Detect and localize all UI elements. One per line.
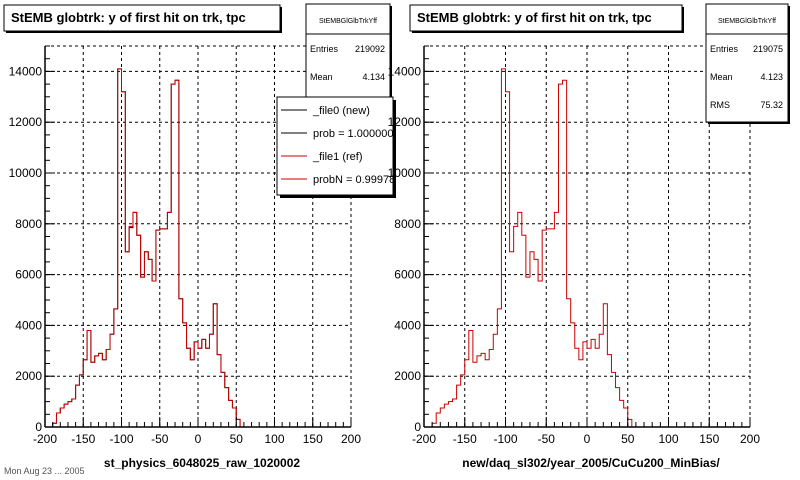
x-tick-label: 150 bbox=[699, 432, 719, 446]
chart-title: StEMB globtrk: y of first hit on trk, tp… bbox=[417, 10, 652, 25]
legend-label: _file0 (new) bbox=[312, 105, 370, 117]
y-tick-label: 10000 bbox=[9, 166, 43, 180]
title-box bbox=[3, 4, 281, 32]
stats-value: 4.123 bbox=[760, 72, 783, 82]
x-tick-label: 150 bbox=[303, 432, 323, 446]
y-tick-label: 8000 bbox=[394, 217, 421, 231]
footer-timestamp: Mon Aug 23 ... 2005 bbox=[4, 466, 85, 476]
y-tick-label: 6000 bbox=[394, 268, 421, 282]
x-tick-label: 100 bbox=[658, 432, 678, 446]
x-tick-label: 50 bbox=[621, 432, 635, 446]
y-tick-label: 2000 bbox=[394, 369, 421, 383]
stats-value: 219075 bbox=[753, 44, 783, 54]
y-tick-label: 6000 bbox=[15, 268, 42, 282]
x-tick-label: -50 bbox=[538, 432, 556, 446]
histogram-series-ref bbox=[431, 68, 636, 428]
x-axis-label: new/daq_sl302/year_2005/CuCu200_MinBias/ bbox=[462, 456, 720, 470]
y-tick-label: 12000 bbox=[388, 115, 422, 129]
legend-label: probN = 0.99978 bbox=[313, 174, 395, 186]
x-tick-label: 50 bbox=[230, 432, 244, 446]
stats-label: Mean bbox=[310, 72, 333, 82]
stats-name: StEMBGlGlbTrkYff bbox=[319, 18, 377, 25]
x-tick-label: 0 bbox=[584, 432, 591, 446]
stats-label: Mean bbox=[710, 72, 733, 82]
x-tick-label: -150 bbox=[71, 432, 95, 446]
y-tick-label: 4000 bbox=[394, 318, 421, 332]
x-tick-label: -150 bbox=[453, 432, 477, 446]
stats-box bbox=[705, 3, 789, 123]
y-tick-label: 14000 bbox=[9, 64, 43, 78]
legend-entries: _file0 (new) prob = 1.000000 _file1 (ref) p… bbox=[281, 105, 395, 186]
x-tick-label: -100 bbox=[109, 432, 133, 446]
x-tick-label: -100 bbox=[493, 432, 517, 446]
x-tick-label: -200 bbox=[33, 432, 57, 446]
histogram-panel-1: -200 -150 -100 -50 0 50 100 150 2000200040006000… bbox=[3, 3, 396, 470]
y-tick-label: 0 bbox=[414, 420, 421, 434]
x-tick-label: 200 bbox=[740, 432, 760, 446]
stats-label: Entries bbox=[710, 44, 739, 54]
y-tick-label: 12000 bbox=[9, 115, 43, 129]
x-tick-label: -50 bbox=[151, 432, 169, 446]
legend-label: prob = 1.000000 bbox=[313, 128, 393, 140]
stats-value: 4.134 bbox=[362, 72, 385, 82]
legend-label: _file1 (ref) bbox=[312, 151, 363, 163]
y-tick-label: 14000 bbox=[388, 64, 422, 78]
stats-value: 219092 bbox=[355, 44, 385, 54]
y-tick-label: 10000 bbox=[388, 166, 422, 180]
title-box bbox=[409, 4, 683, 32]
x-tick-label: 0 bbox=[195, 432, 202, 446]
x-axis-label: st_physics_6048025_raw_1020002 bbox=[104, 456, 300, 470]
y-tick-label: 8000 bbox=[15, 217, 42, 231]
x-tick-label: 100 bbox=[264, 432, 284, 446]
histogram-series-ref bbox=[52, 68, 244, 428]
stats-value: 75.32 bbox=[760, 100, 783, 110]
stats-label: RMS bbox=[710, 100, 730, 110]
x-tick-label: 200 bbox=[341, 432, 361, 446]
stats-label: Entries bbox=[310, 44, 339, 54]
stats-name: StEMBGlGlbTrkYff bbox=[718, 18, 776, 25]
x-tick-label: -200 bbox=[412, 432, 436, 446]
y-tick-label: 0 bbox=[35, 420, 42, 434]
y-tick-label: 2000 bbox=[15, 369, 42, 383]
histogram-panel-2: -200 -150 -100 -50 0 50 100 150 2000200040006000… bbox=[388, 3, 790, 470]
stats-box bbox=[305, 3, 391, 101]
y-tick-label: 4000 bbox=[15, 318, 42, 332]
chart-title: StEMB globtrk: y of first hit on trk, tp… bbox=[11, 10, 246, 25]
